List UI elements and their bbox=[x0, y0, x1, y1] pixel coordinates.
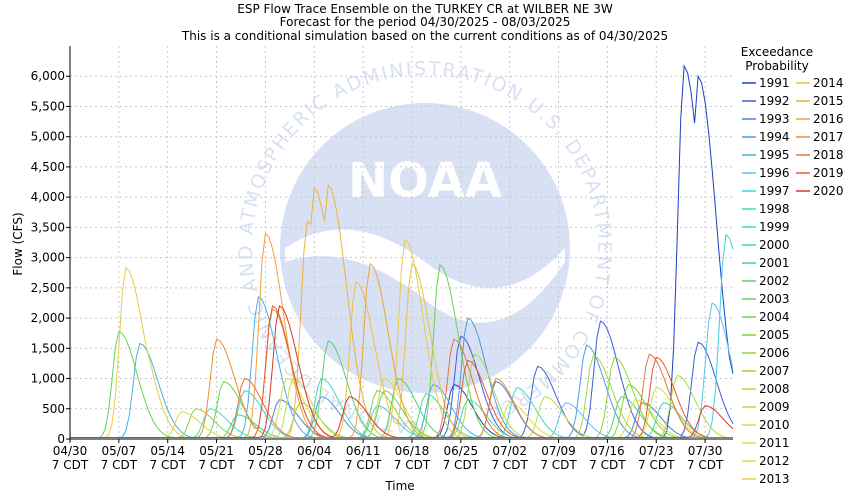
legend-label-2004: 2004 bbox=[759, 310, 790, 324]
legend-label-2011: 2011 bbox=[759, 436, 790, 450]
legend-label-1995: 1995 bbox=[759, 148, 790, 162]
x-tick-sublabel: 7 CDT bbox=[443, 458, 480, 472]
legend-label-2003: 2003 bbox=[759, 292, 790, 306]
plot-area bbox=[70, 46, 733, 439]
x-tick-label: 05/28 bbox=[248, 444, 283, 458]
y-tick-label: 4,500 bbox=[31, 160, 65, 174]
x-tick-label: 06/04 bbox=[297, 444, 332, 458]
y-axis-label: Flow (CFS) bbox=[11, 212, 25, 275]
legend-label-2010: 2010 bbox=[759, 418, 790, 432]
x-tick-sublabel: 7 CDT bbox=[345, 458, 382, 472]
legend-title-line-1: Exceedance bbox=[741, 45, 813, 59]
chart-title-line-3: This is a conditional simulation based o… bbox=[181, 29, 668, 43]
legend-label-2006: 2006 bbox=[759, 346, 790, 360]
chart-title-line-2: Forecast for the period 04/30/2025 - 08/… bbox=[280, 15, 571, 29]
noaa-watermark-lower bbox=[300, 275, 545, 368]
x-tick-sublabel: 7 CDT bbox=[101, 458, 138, 472]
legend-label-2008: 2008 bbox=[759, 382, 790, 396]
legend-label-2017: 2017 bbox=[813, 130, 844, 144]
x-tick-sublabel: 7 CDT bbox=[394, 458, 431, 472]
noaa-watermark-logo: NOAA NATIONAL OCEANIC AND ATMOSPHERIC AD… bbox=[235, 58, 613, 438]
legend-title-line-2: Probability bbox=[745, 59, 808, 73]
x-tick-sublabel: 7 CDT bbox=[638, 458, 675, 472]
x-tick-sublabel: 7 CDT bbox=[491, 458, 528, 472]
y-tick-label: 6,000 bbox=[31, 69, 65, 83]
x-tick-sublabel: 7 CDT bbox=[296, 458, 333, 472]
x-tick-label: 06/18 bbox=[395, 444, 430, 458]
y-axis-ticks: 0 500 1,000 1,500 2,000 2,500 3,000 3,500 4,000 4… bbox=[31, 69, 70, 446]
legend-label-2012: 2012 bbox=[759, 454, 790, 468]
legend-label-2002: 2002 bbox=[759, 274, 790, 288]
y-tick-label: 3,500 bbox=[31, 220, 65, 234]
legend-label-2014: 2014 bbox=[813, 76, 844, 90]
legend-label-2020: 2020 bbox=[813, 184, 844, 198]
x-tick-label: 07/02 bbox=[492, 444, 527, 458]
legend-label-2015: 2015 bbox=[813, 94, 844, 108]
y-tick-label: 5,000 bbox=[31, 130, 65, 144]
legend-label-1999: 1999 bbox=[759, 220, 790, 234]
y-tick-label: 4,000 bbox=[31, 190, 65, 204]
x-tick-sublabel: 7 CDT bbox=[589, 458, 626, 472]
x-tick-label: 05/07 bbox=[102, 444, 137, 458]
noaa-watermark-disc bbox=[280, 103, 570, 393]
y-tick-label: 3,000 bbox=[31, 251, 65, 265]
y-tick-label: 1,500 bbox=[31, 341, 65, 355]
chart-title-line-1: ESP Flow Trace Ensemble on the TURKEY CR… bbox=[237, 2, 613, 16]
y-tick-label: 2,000 bbox=[31, 311, 65, 325]
legend-label-2000: 2000 bbox=[759, 238, 790, 252]
x-tick-sublabel: 7 CDT bbox=[150, 458, 187, 472]
noaa-watermark-wave bbox=[285, 229, 565, 323]
x-tick-label: 07/30 bbox=[688, 444, 723, 458]
y-tick-label: 1,000 bbox=[31, 372, 65, 386]
legend-label-1997: 1997 bbox=[759, 184, 790, 198]
legend-label-2009: 2009 bbox=[759, 400, 790, 414]
x-tick-label: 07/23 bbox=[639, 444, 674, 458]
x-tick-sublabel: 7 CDT bbox=[540, 458, 577, 472]
legend-label-2018: 2018 bbox=[813, 148, 844, 162]
x-tick-sublabel: 7 CDT bbox=[687, 458, 724, 472]
x-tick-label: 06/11 bbox=[346, 444, 381, 458]
legend-label-2005: 2005 bbox=[759, 328, 790, 342]
x-tick-label: 06/25 bbox=[444, 444, 479, 458]
series-line-2020 bbox=[70, 305, 734, 438]
legend: Exceedance Probability 1991 1992 1993 1994 1… bbox=[741, 45, 844, 486]
x-tick-label: 07/16 bbox=[590, 444, 625, 458]
y-tick-label: 500 bbox=[42, 402, 65, 416]
legend-label-2016: 2016 bbox=[813, 112, 844, 126]
legend-label-1996: 1996 bbox=[759, 166, 790, 180]
legend-label-1994: 1994 bbox=[759, 130, 790, 144]
x-tick-sublabel: 7 CDT bbox=[198, 458, 235, 472]
y-tick-label: 0 bbox=[57, 432, 65, 446]
legend-label-2013: 2013 bbox=[759, 472, 790, 486]
x-tick-sublabel: 7 CDT bbox=[52, 458, 89, 472]
legend-label-1991: 1991 bbox=[759, 76, 790, 90]
legend-label-1992: 1992 bbox=[759, 94, 790, 108]
x-tick-label: 07/09 bbox=[541, 444, 576, 458]
y-tick-label: 2,500 bbox=[31, 281, 65, 295]
x-tick-label: 05/14 bbox=[150, 444, 185, 458]
legend-label-2019: 2019 bbox=[813, 166, 844, 180]
legend-label-2007: 2007 bbox=[759, 364, 790, 378]
x-tick-label: 05/21 bbox=[199, 444, 234, 458]
y-tick-label: 5,500 bbox=[31, 99, 65, 113]
legend-label-2001: 2001 bbox=[759, 256, 790, 270]
legend-label-1998: 1998 bbox=[759, 202, 790, 216]
series-layer bbox=[70, 64, 734, 438]
x-axis-label: Time bbox=[384, 479, 414, 493]
x-tick-sublabel: 7 CDT bbox=[247, 458, 284, 472]
noaa-watermark-text: NOAA bbox=[348, 153, 502, 209]
x-tick-label: 04/30 bbox=[53, 444, 88, 458]
legend-label-1993: 1993 bbox=[759, 112, 790, 126]
